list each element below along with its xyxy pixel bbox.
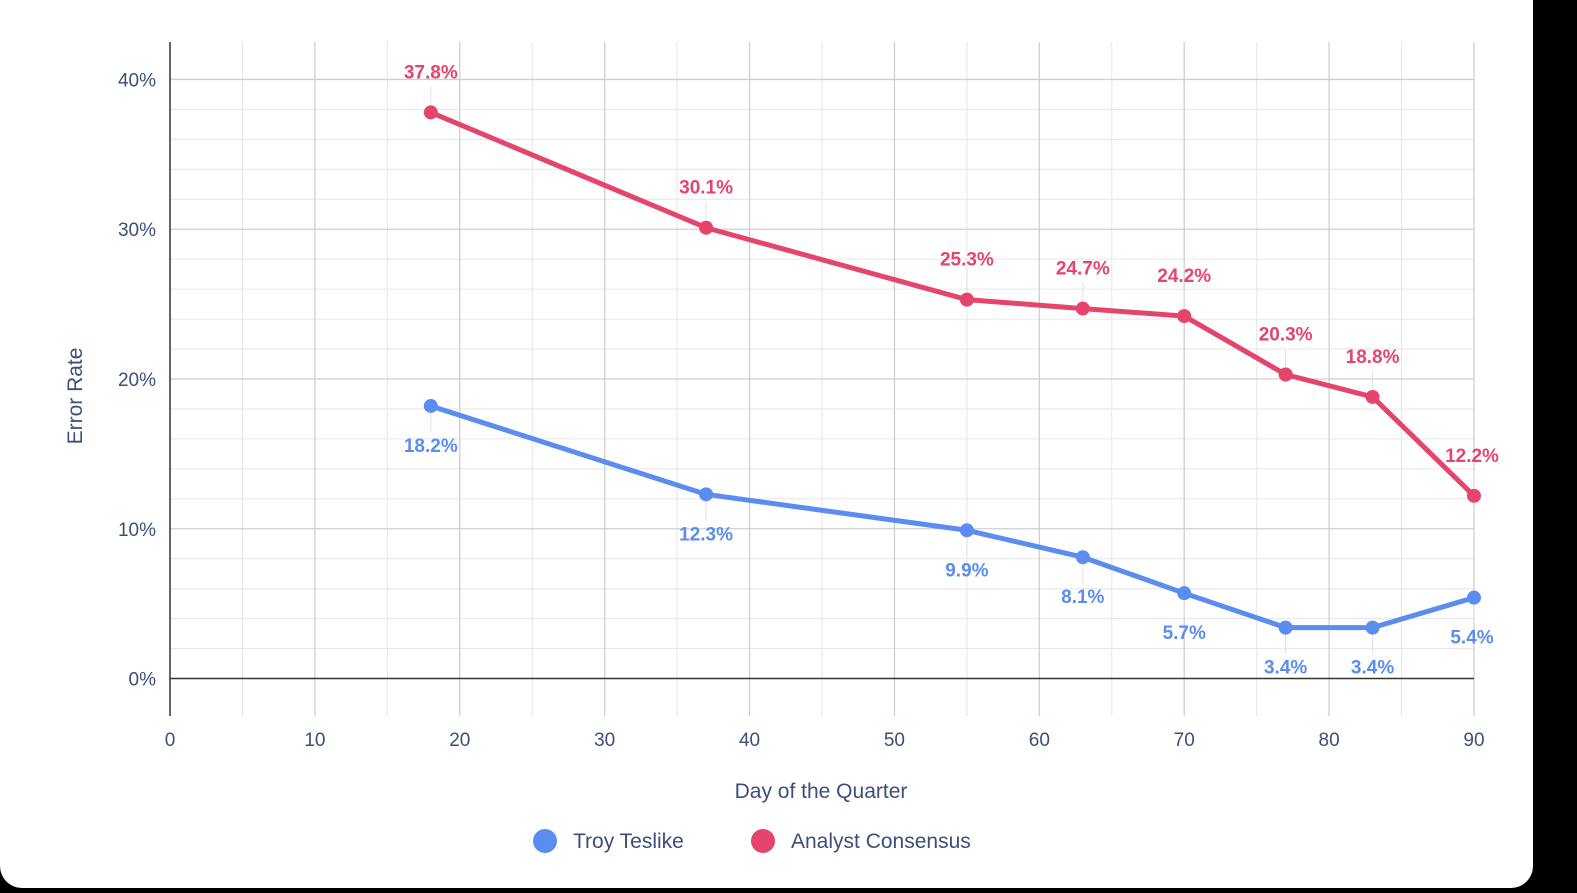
x-tick-label: 50 bbox=[884, 730, 905, 751]
troy-teslike-data-label: 18.2% bbox=[404, 436, 458, 457]
x-tick-label: 30 bbox=[594, 730, 615, 751]
legend-marker-analyst-consensus bbox=[751, 829, 775, 853]
x-tick-label: 40 bbox=[739, 730, 760, 751]
troy-teslike-point bbox=[1467, 590, 1481, 605]
x-axis-title: Day of the Quarter bbox=[735, 780, 908, 803]
troy-teslike-point bbox=[1177, 586, 1192, 601]
major-gridlines bbox=[170, 42, 1475, 716]
troy-teslike-data-label: 3.4% bbox=[1264, 658, 1307, 679]
analyst-consensus-point bbox=[1177, 309, 1192, 324]
y-axis-ticks: 0% 10% 20% 30% 40% bbox=[118, 70, 156, 690]
x-axis-ticks: 0 10 20 30 40 50 60 70 80 90 bbox=[165, 730, 1485, 751]
x-tick-label: 0 bbox=[165, 730, 176, 751]
analyst-consensus-line bbox=[428, 109, 1477, 499]
y-axis-title: Error Rate bbox=[64, 348, 87, 445]
x-tick-label: 70 bbox=[1174, 730, 1195, 751]
analyst-consensus-data-label: 25.3% bbox=[940, 250, 994, 271]
analyst-consensus-point bbox=[423, 105, 438, 120]
analyst-consensus-data-label: 12.2% bbox=[1445, 446, 1499, 467]
analyst-consensus-point bbox=[959, 292, 974, 307]
analyst-consensus-data-label: 24.7% bbox=[1056, 259, 1110, 280]
analyst-consensus-point bbox=[1365, 389, 1380, 404]
line-chart: 0% 10% 20% 30% 40% 0 10 20 30 40 50 60 70 80 90 18.2%… bbox=[64, 42, 1499, 853]
analyst-consensus-point bbox=[1075, 301, 1090, 316]
x-tick-label: 90 bbox=[1463, 730, 1484, 751]
legend-label-troy-teslike: Troy Teslike bbox=[573, 830, 684, 853]
troy-teslike-point bbox=[959, 523, 974, 538]
analyst-consensus-point bbox=[1278, 367, 1293, 382]
troy-teslike-data-label: 3.4% bbox=[1351, 658, 1394, 679]
x-tick-label: 60 bbox=[1029, 730, 1050, 751]
x-tick-label: 80 bbox=[1319, 730, 1340, 751]
analyst-consensus-data-label: 18.8% bbox=[1346, 347, 1400, 368]
legend-marker-troy-teslike bbox=[533, 829, 557, 853]
troy-teslike-data-label: 5.4% bbox=[1450, 628, 1493, 649]
x-tick-label: 10 bbox=[304, 730, 325, 751]
y-tick-label: 30% bbox=[118, 220, 156, 241]
troy-teslike-data-label: 8.1% bbox=[1061, 587, 1104, 608]
troy-teslike-point bbox=[423, 398, 438, 413]
troy-teslike-point bbox=[699, 487, 714, 502]
legend-label-analyst-consensus: Analyst Consensus bbox=[791, 830, 971, 853]
troy-teslike-data-label: 12.3% bbox=[679, 524, 733, 545]
y-tick-label: 40% bbox=[118, 70, 156, 91]
analyst-consensus-point bbox=[699, 220, 714, 235]
analyst-consensus-point bbox=[1467, 488, 1481, 503]
troy-teslike-point bbox=[1365, 620, 1380, 635]
analyst-consensus-data-label: 20.3% bbox=[1259, 325, 1313, 346]
y-tick-label: 10% bbox=[118, 520, 156, 541]
troy-teslike-point bbox=[1075, 550, 1090, 565]
x-tick-label: 20 bbox=[449, 730, 470, 751]
analyst-consensus-data-label: 24.2% bbox=[1157, 266, 1211, 287]
troy-teslike-point bbox=[1278, 620, 1293, 635]
analyst-consensus-data-label: 30.1% bbox=[679, 178, 733, 199]
troy-teslike-data-label: 9.9% bbox=[945, 560, 988, 581]
analyst-consensus-data-label: 37.8% bbox=[404, 62, 458, 83]
y-tick-label: 20% bbox=[118, 370, 156, 391]
minor-gridlines bbox=[170, 42, 1474, 716]
troy-teslike-data-label: 5.7% bbox=[1163, 623, 1206, 644]
axes bbox=[169, 42, 1474, 716]
data-labels-layer: 18.2% 12.3% 9.9% 8.1% 5.7% 3.4% 3.4% 5.4% 37.8% 3… bbox=[404, 62, 1499, 678]
troy-teslike-line bbox=[428, 403, 1477, 631]
y-tick-label: 0% bbox=[129, 670, 157, 691]
series-layer bbox=[423, 86, 1481, 654]
chart-card: 0% 10% 20% 30% 40% 0 10 20 30 40 50 60 70 80 90 18.2%… bbox=[0, 0, 1533, 888]
legend: Troy Teslike Analyst Consensus bbox=[533, 829, 971, 853]
